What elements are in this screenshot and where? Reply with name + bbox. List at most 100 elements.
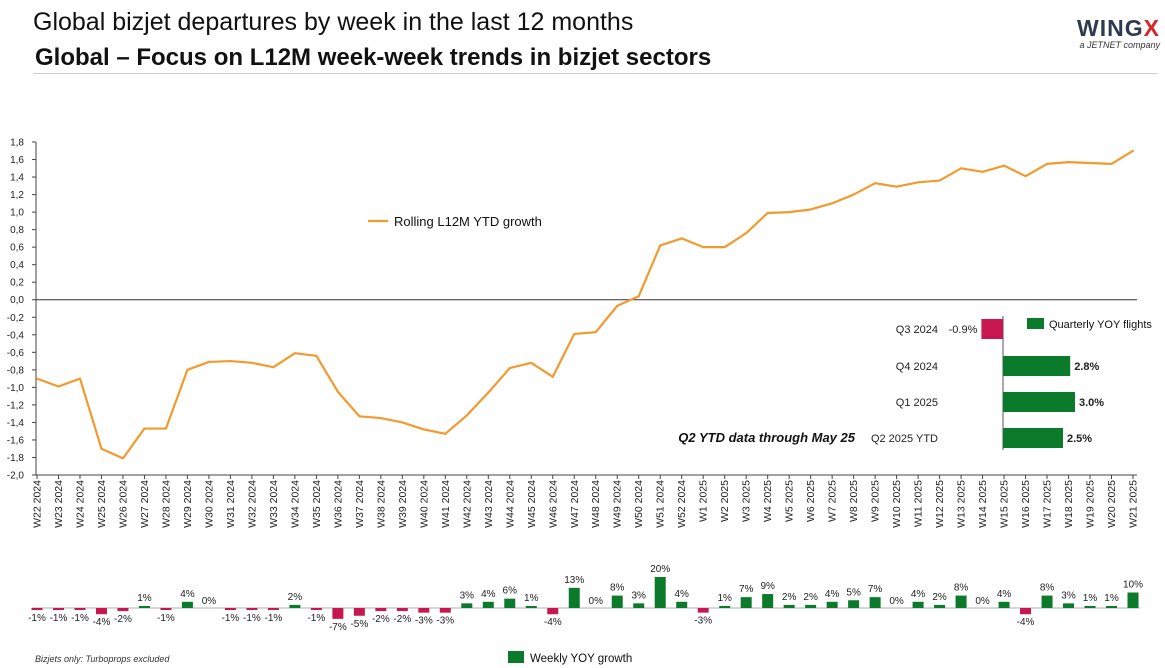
rolling-growth-point xyxy=(1089,162,1092,165)
quarterly-bar xyxy=(1003,356,1071,376)
x-tick-label: W18 2025 xyxy=(1063,480,1075,528)
weekly-value-label: 6% xyxy=(503,586,518,597)
y-tick-label: -0,2 xyxy=(7,313,25,324)
y-tick-label: -1,0 xyxy=(7,383,25,394)
x-tick-label: W9 2025 xyxy=(870,480,882,522)
x-tick-label: W13 2025 xyxy=(956,480,968,528)
weekly-bar xyxy=(353,608,365,616)
rolling-growth-point xyxy=(551,375,554,378)
x-tick-label: W7 2025 xyxy=(827,480,839,522)
x-tick-label: W51 2024 xyxy=(655,480,667,528)
rolling-growth-point xyxy=(895,185,898,188)
y-tick-label: -0,6 xyxy=(7,348,25,359)
rolling-growth-point xyxy=(1024,175,1027,178)
rolling-growth-point xyxy=(573,332,576,335)
weekly-value-label: -1% xyxy=(71,613,89,624)
weekly-bar xyxy=(332,608,344,619)
rolling-growth-point xyxy=(186,368,189,371)
rolling-growth-point xyxy=(594,331,597,334)
weekly-value-label: 0% xyxy=(889,596,904,607)
quarterly-category-label: Q3 2024 xyxy=(896,324,938,336)
weekly-bar xyxy=(31,608,43,610)
weekly-bar xyxy=(633,603,645,608)
rolling-growth-point xyxy=(100,447,103,450)
weekly-bar xyxy=(848,600,860,608)
rolling-growth-point xyxy=(766,211,769,214)
rolling-growth-point xyxy=(981,170,984,173)
x-tick-label: W31 2024 xyxy=(225,480,237,528)
weekly-value-label: -1% xyxy=(50,613,68,624)
y-tick-label: 1,0 xyxy=(10,208,24,219)
y-tick-label: 0,0 xyxy=(10,295,24,306)
rolling-growth-point xyxy=(960,167,963,170)
y-tick-label: 1,2 xyxy=(10,190,24,201)
weekly-value-label: -3% xyxy=(415,616,433,627)
x-tick-label: W4 2025 xyxy=(762,480,774,522)
weekly-bar xyxy=(224,608,236,610)
rolling-growth-point xyxy=(1003,164,1006,167)
x-tick-label: W44 2024 xyxy=(504,480,516,528)
x-tick-label: W20 2025 xyxy=(1106,480,1118,528)
x-tick-label: W2 2025 xyxy=(719,480,731,522)
weekly-value-label: 1% xyxy=(524,593,539,604)
x-tick-label: W5 2025 xyxy=(784,480,796,522)
logo-subtext: a JETNET company xyxy=(1079,40,1160,50)
logo-accent-letter: X xyxy=(1143,15,1160,41)
y-tick-label: 1,4 xyxy=(10,173,24,184)
weekly-bar xyxy=(869,597,881,608)
x-tick-label: W8 2025 xyxy=(848,480,860,522)
x-tick-label: W28 2024 xyxy=(160,480,172,528)
y-tick-label: -1,2 xyxy=(7,400,25,411)
weekly-bar xyxy=(934,604,946,608)
x-tick-label: W27 2024 xyxy=(139,480,151,528)
x-tick-label: W17 2025 xyxy=(1042,480,1054,528)
rolling-growth-point xyxy=(1046,162,1049,165)
title-divider xyxy=(33,73,1158,74)
weekly-bar xyxy=(1063,603,1075,608)
quarterly-category-label: Q4 2024 xyxy=(896,361,938,373)
weekly-value-label: -4% xyxy=(544,617,562,628)
weekly-bar xyxy=(568,587,580,608)
weekly-value-label: -3% xyxy=(436,616,454,627)
weekly-value-label: 1% xyxy=(1083,593,1098,604)
rolling-growth-point xyxy=(530,361,533,364)
quarterly-bar xyxy=(1003,392,1075,412)
weekly-bar xyxy=(547,608,559,615)
weekly-bar xyxy=(762,594,774,608)
weekly-bar xyxy=(310,608,322,610)
rolling-growth-point xyxy=(401,421,404,424)
rolling-growth-point xyxy=(358,415,361,418)
rolling-growth-line xyxy=(36,149,1134,460)
weekly-bar xyxy=(396,608,408,612)
quarterly-value-label: 2.5% xyxy=(1067,433,1092,445)
x-tick-label: W52 2024 xyxy=(676,480,688,528)
weekly-value-label: 0% xyxy=(202,596,217,607)
x-tick-label: W25 2024 xyxy=(96,480,108,528)
weekly-value-label: 9% xyxy=(760,581,775,592)
weekly-value-label: 7% xyxy=(739,584,754,595)
rolling-growth-point xyxy=(164,427,167,430)
x-tick-label: W45 2024 xyxy=(526,480,538,528)
rolling-growth-point xyxy=(379,417,382,420)
x-tick-label: W14 2025 xyxy=(977,480,989,528)
weekly-value-label: -1% xyxy=(28,613,46,624)
weekly-bar xyxy=(375,608,387,612)
logo-text: WINGX xyxy=(1077,15,1160,41)
weekly-bar xyxy=(1084,606,1096,608)
weekly-value-label: 1% xyxy=(1104,593,1119,604)
x-tick-label: W30 2024 xyxy=(203,480,215,528)
weekly-value-label: 3% xyxy=(1061,590,1076,601)
rolling-growth-point xyxy=(121,457,124,460)
weekly-value-label: 8% xyxy=(954,583,969,594)
weekly-value-label: 4% xyxy=(911,589,926,600)
rolling-growth-point xyxy=(1067,161,1070,164)
rolling-growth-point xyxy=(917,181,920,184)
wingx-logo: WINGX a JETNET company xyxy=(1040,16,1160,51)
x-tick-label: W49 2024 xyxy=(612,480,624,528)
x-tick-label: W21 2025 xyxy=(1128,480,1140,528)
rolling-growth-point xyxy=(788,211,791,214)
x-tick-label: W16 2025 xyxy=(1020,480,1032,528)
weekly-bar xyxy=(1041,595,1053,608)
x-tick-label: W15 2025 xyxy=(999,480,1011,528)
